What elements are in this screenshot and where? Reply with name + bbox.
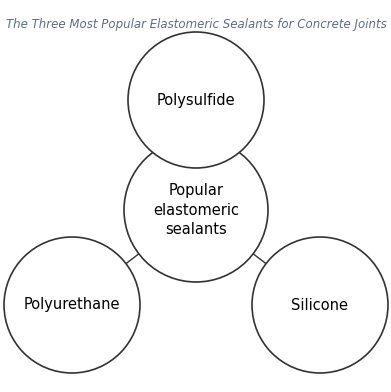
Text: The Three Most Popular Elastomeric Sealants for Concrete Joints: The Three Most Popular Elastomeric Seala… (5, 18, 386, 31)
Text: Polyurethane: Polyurethane (24, 298, 120, 312)
Circle shape (128, 32, 264, 168)
Text: Silicone: Silicone (292, 298, 348, 312)
Text: Polysulfide: Polysulfide (157, 93, 235, 107)
Circle shape (124, 138, 268, 282)
Circle shape (4, 237, 140, 373)
Circle shape (252, 237, 388, 373)
Text: Popular
elastomeric
sealants: Popular elastomeric sealants (153, 183, 239, 237)
